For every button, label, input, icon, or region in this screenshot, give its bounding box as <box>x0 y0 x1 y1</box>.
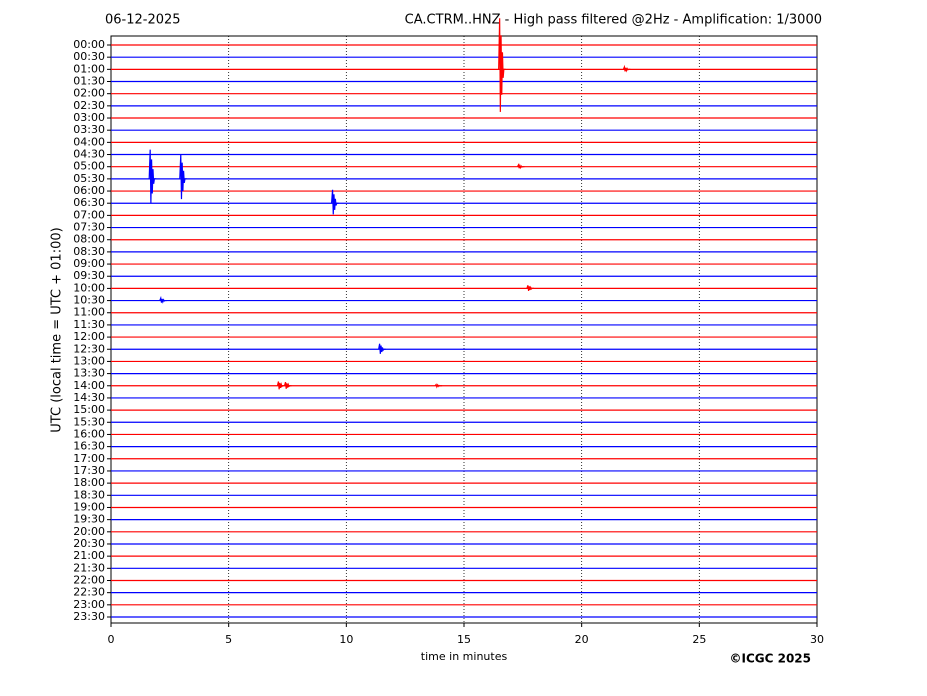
y-tick-label: 20:30 <box>73 537 105 550</box>
seismic-event <box>283 381 292 389</box>
y-tick-label: 18:30 <box>73 488 105 501</box>
x-tick-label: 20 <box>575 633 589 646</box>
y-tick-label: 23:00 <box>73 598 105 611</box>
y-tick-label: 00:00 <box>73 38 105 51</box>
y-tick-label: 01:30 <box>73 75 105 88</box>
x-tick-label: 15 <box>457 633 471 646</box>
y-tick-label: 08:30 <box>73 245 105 258</box>
y-tick-label: 02:00 <box>73 87 105 100</box>
y-tick-label: 10:00 <box>73 281 105 294</box>
y-tick-label: 23:30 <box>73 610 105 623</box>
y-tick-label: 03:00 <box>73 111 105 124</box>
y-tick-label: 05:30 <box>73 172 105 185</box>
seismic-event <box>179 154 187 200</box>
y-tick-label: 11:30 <box>73 318 105 331</box>
y-tick-label: 09:30 <box>73 269 105 282</box>
seismic-event <box>516 163 525 170</box>
y-tick-label: 19:00 <box>73 500 105 513</box>
y-tick-label: 14:30 <box>73 391 105 404</box>
y-tick-label: 00:30 <box>73 50 105 63</box>
y-tick-label: 10:30 <box>73 294 105 307</box>
y-tick-label: 22:00 <box>73 573 105 586</box>
y-tick-label: 03:30 <box>73 123 105 136</box>
y-tick-label: 04:00 <box>73 135 105 148</box>
date-title: 06-12-2025 <box>105 13 181 28</box>
y-tick-label: 21:30 <box>73 561 105 574</box>
y-tick-label: 16:00 <box>73 427 105 440</box>
y-tick-label: 01:00 <box>73 62 105 75</box>
y-tick-label: 04:30 <box>73 148 105 161</box>
y-tick-label: 16:30 <box>73 440 105 453</box>
y-tick-label: 02:30 <box>73 99 105 112</box>
y-tick-label: 20:00 <box>73 525 105 538</box>
y-tick-label: 18:00 <box>73 476 105 489</box>
y-tick-label: 09:00 <box>73 257 105 270</box>
chart-title: CA.CTRM..HNZ - High pass filtered @2Hz -… <box>405 13 822 28</box>
x-tick-label: 10 <box>339 633 353 646</box>
seismic-event <box>526 285 534 292</box>
x-tick-label: 5 <box>225 633 232 646</box>
y-tick-label: 13:30 <box>73 367 105 380</box>
y-tick-label: 14:00 <box>73 379 105 392</box>
seismic-event <box>276 381 285 390</box>
y-tick-label: 07:00 <box>73 208 105 221</box>
y-tick-label: 22:30 <box>73 586 105 599</box>
seismic-event <box>622 64 631 73</box>
y-tick-label: 12:30 <box>73 342 105 355</box>
seismic-event <box>159 295 167 304</box>
y-tick-label: 15:00 <box>73 403 105 416</box>
y-tick-label: 11:00 <box>73 306 105 319</box>
seismic-event <box>330 189 339 215</box>
y-tick-label: 08:00 <box>73 233 105 246</box>
credit: ©ICGC 2025 <box>729 652 811 666</box>
seismic-event <box>148 149 157 204</box>
y-tick-label: 21:00 <box>73 549 105 562</box>
y-tick-label: 07:30 <box>73 221 105 234</box>
y-tick-label: 12:00 <box>73 330 105 343</box>
y-tick-label: 06:30 <box>73 196 105 209</box>
seismic-event <box>498 18 506 112</box>
x-tick-label: 30 <box>810 633 824 646</box>
seismic-event <box>378 343 386 354</box>
x-tick-label: 25 <box>692 633 706 646</box>
x-axis-label: time in minutes <box>421 650 508 663</box>
y-tick-label: 17:00 <box>73 452 105 465</box>
y-tick-label: 06:00 <box>73 184 105 197</box>
y-tick-label: 19:30 <box>73 513 105 526</box>
y-tick-label: 17:30 <box>73 464 105 477</box>
y-tick-label: 13:00 <box>73 354 105 367</box>
y-tick-label: 05:00 <box>73 160 105 173</box>
x-tick-label: 0 <box>108 633 115 646</box>
y-axis-label: UTC (local time = UTC + 01:00) <box>50 227 65 432</box>
y-tick-label: 15:30 <box>73 415 105 428</box>
seismic-event <box>434 383 443 389</box>
